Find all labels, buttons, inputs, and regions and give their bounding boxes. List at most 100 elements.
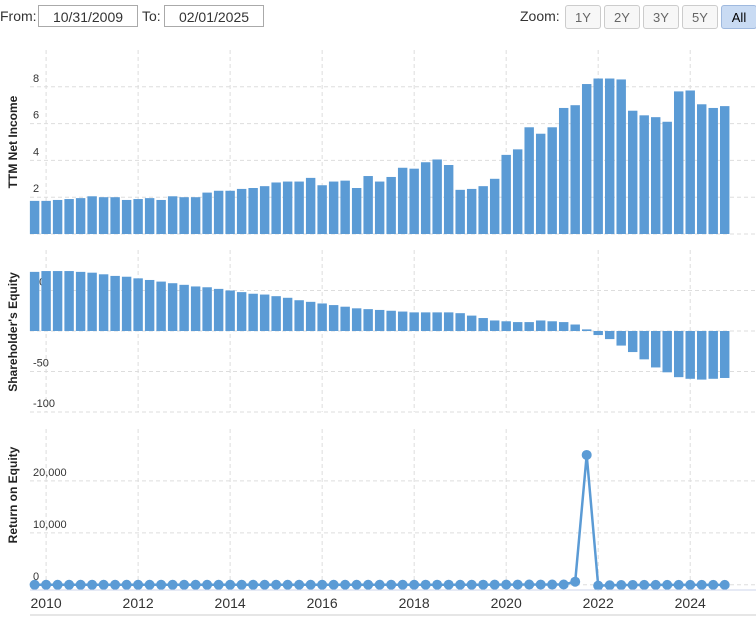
- bar: [455, 189, 465, 234]
- point: [466, 579, 477, 590]
- bar: [489, 320, 500, 331]
- bar: [570, 324, 580, 331]
- bar: [202, 287, 212, 331]
- bar: [604, 78, 615, 235]
- point: [604, 580, 615, 591]
- y-axis-title: TTM Net Income: [6, 95, 20, 188]
- bar: [696, 331, 707, 380]
- bar: [547, 127, 557, 234]
- bar: [133, 199, 143, 234]
- bar: [351, 188, 362, 234]
- bar: [616, 79, 626, 234]
- bar: [98, 197, 109, 234]
- bar: [673, 91, 684, 235]
- bar: [593, 331, 603, 336]
- x-tick-label: 2020: [491, 595, 522, 611]
- zoom-button[interactable]: All: [721, 5, 756, 29]
- bar: [512, 149, 523, 234]
- bar: [455, 313, 465, 331]
- bar: [179, 284, 189, 331]
- bar: [363, 176, 373, 234]
- point: [662, 579, 673, 590]
- bar: [167, 283, 178, 331]
- bar: [386, 310, 396, 331]
- zoom-button[interactable]: 1Y: [565, 5, 601, 29]
- point: [75, 579, 86, 590]
- to-label: To:: [142, 8, 161, 24]
- bar: [110, 275, 120, 331]
- point: [282, 579, 293, 590]
- y-tick-label: 6: [33, 110, 39, 122]
- bar: [29, 271, 40, 331]
- point: [179, 579, 190, 590]
- bar: [248, 188, 258, 234]
- y-tick-label: -100: [33, 398, 55, 410]
- bar: [432, 159, 442, 234]
- to-input[interactable]: 02/01/2025: [164, 5, 264, 27]
- y-tick-label: -50: [33, 358, 49, 370]
- zoom-button[interactable]: 5Y: [682, 5, 718, 29]
- point: [708, 579, 719, 590]
- bar: [87, 272, 97, 331]
- bar: [75, 271, 86, 331]
- point: [558, 579, 569, 590]
- bar: [167, 196, 178, 234]
- bar: [259, 186, 270, 234]
- bar: [340, 306, 350, 331]
- point: [673, 579, 684, 590]
- y-tick-label: 0: [33, 571, 39, 583]
- point: [443, 579, 454, 590]
- bar: [271, 296, 281, 331]
- bar: [374, 181, 385, 234]
- bar: [213, 288, 224, 331]
- bar: [351, 308, 362, 331]
- point: [478, 579, 489, 590]
- point: [386, 579, 397, 590]
- bar: [466, 188, 477, 234]
- point: [271, 579, 282, 590]
- bar: [719, 106, 730, 234]
- y-tick-label: 20,000: [33, 467, 67, 479]
- point: [52, 579, 63, 590]
- bar: [409, 168, 419, 234]
- bar: [662, 121, 672, 234]
- bar: [328, 305, 339, 331]
- bar: [501, 154, 511, 234]
- bar: [41, 200, 51, 234]
- bar: [466, 315, 477, 331]
- y-tick-label: 10,000: [33, 519, 67, 531]
- bar: [685, 331, 695, 379]
- point: [570, 576, 581, 587]
- bar: [432, 312, 442, 331]
- bar: [64, 199, 74, 234]
- bar: [328, 181, 339, 234]
- bar: [581, 84, 592, 234]
- point: [650, 579, 661, 590]
- bar: [190, 197, 201, 234]
- point: [501, 579, 512, 590]
- bar: [282, 181, 293, 234]
- from-input[interactable]: 10/31/2009: [38, 5, 138, 27]
- point: [167, 579, 178, 590]
- bar: [213, 190, 224, 234]
- zoom-button[interactable]: 3Y: [643, 5, 679, 29]
- zoom-button[interactable]: 2Y: [604, 5, 640, 29]
- bar: [282, 297, 293, 331]
- point: [639, 579, 650, 590]
- bar: [144, 279, 155, 331]
- from-label: From:: [0, 8, 37, 24]
- bar: [547, 321, 557, 331]
- bar: [719, 331, 730, 378]
- x-tick-label: 2022: [583, 595, 614, 611]
- bar: [558, 322, 569, 331]
- bar: [52, 199, 63, 234]
- bar: [133, 278, 143, 331]
- bar: [627, 331, 638, 353]
- point: [259, 579, 270, 590]
- bar: [87, 196, 97, 234]
- bar: [225, 190, 235, 234]
- bar: [259, 294, 270, 331]
- point: [420, 579, 431, 590]
- point: [64, 579, 75, 590]
